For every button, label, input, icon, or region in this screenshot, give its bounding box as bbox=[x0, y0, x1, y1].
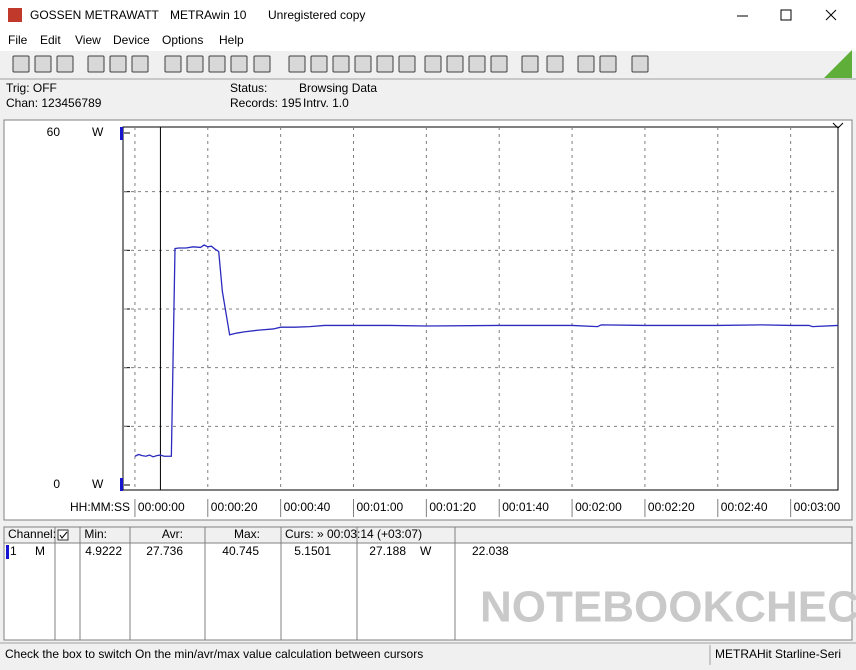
menu-item[interactable]: Edit bbox=[40, 33, 61, 47]
toolbar-button[interactable] bbox=[521, 55, 539, 73]
checkbox-check bbox=[59, 531, 68, 539]
watermark: NOTEBOOKCHECK bbox=[480, 583, 856, 632]
toolbar-button[interactable] bbox=[376, 55, 394, 73]
table-header: Curs: » 00:03:14 (+03:07) bbox=[285, 527, 422, 541]
x-tick-label: 00:02:00 bbox=[575, 500, 622, 514]
product-name: METRAwin 10 bbox=[170, 8, 247, 22]
toolbar-button[interactable] bbox=[546, 55, 564, 73]
chart: 0 60 W W HH:MM:SS 00:00:00 00:00:20 00:00:40 00:… bbox=[47, 125, 841, 517]
toolbar-button[interactable] bbox=[398, 55, 416, 73]
x-axis-label: HH:MM:SS bbox=[70, 500, 130, 514]
toolbar-button[interactable] bbox=[186, 55, 204, 73]
toolbar-button[interactable] bbox=[34, 55, 52, 73]
app-name: GOSSEN METRAWATT bbox=[30, 8, 160, 22]
toolbar-button[interactable] bbox=[12, 55, 30, 73]
close-button[interactable] bbox=[825, 9, 837, 21]
lower-marker bbox=[120, 478, 123, 491]
channels: Chan: 123456789 bbox=[6, 96, 102, 110]
plot-area bbox=[122, 126, 839, 491]
toolbar-button[interactable] bbox=[164, 55, 182, 73]
license: Unregistered copy bbox=[268, 8, 365, 22]
toolbar-button[interactable] bbox=[208, 55, 226, 73]
table-cell: 27.188 bbox=[369, 544, 406, 558]
x-tick-label: 00:02:20 bbox=[648, 500, 695, 514]
y-unit: W bbox=[92, 477, 104, 491]
menu-item[interactable]: Help bbox=[219, 33, 244, 47]
x-tick-label: 00:01:20 bbox=[429, 500, 476, 514]
top-right-marker bbox=[832, 122, 844, 129]
toolbar-button[interactable] bbox=[599, 55, 617, 73]
toolbar-button[interactable] bbox=[446, 55, 464, 73]
toolbar-button[interactable] bbox=[230, 55, 248, 73]
toolbar-button[interactable] bbox=[468, 55, 486, 73]
table-cell: W bbox=[420, 544, 432, 558]
x-tick-label: 00:02:40 bbox=[721, 500, 768, 514]
device-name: METRAHit Starline-Seri bbox=[715, 647, 841, 661]
table-header: Max: bbox=[234, 527, 260, 541]
menu-bar bbox=[0, 31, 856, 51]
x-tick-label: 00:00:00 bbox=[138, 500, 185, 514]
status-value: Browsing Data bbox=[299, 81, 377, 95]
table-cell: 5.1501 bbox=[294, 544, 331, 558]
toolbar-button[interactable] bbox=[354, 55, 372, 73]
interval: Intrv. 1.0 bbox=[303, 96, 349, 110]
toolbar-button[interactable] bbox=[109, 55, 127, 73]
menu-item[interactable]: Options bbox=[162, 33, 203, 47]
x-tick-label: 00:00:40 bbox=[284, 500, 331, 514]
y-tick-label: 60 bbox=[47, 125, 61, 139]
toolbar-button[interactable] bbox=[56, 55, 74, 73]
table-cell: 40.745 bbox=[222, 544, 259, 558]
table-cell: 27.736 bbox=[146, 544, 183, 558]
toolbar-button[interactable] bbox=[310, 55, 328, 73]
toolbar-button[interactable] bbox=[424, 55, 442, 73]
toolbar-button[interactable] bbox=[87, 55, 105, 73]
data-line bbox=[134, 244, 839, 458]
upper-marker bbox=[120, 127, 123, 140]
table-cell: 22.038 bbox=[472, 544, 509, 558]
toolbar-button[interactable] bbox=[490, 55, 508, 73]
maximize-button[interactable] bbox=[780, 9, 792, 21]
table-header-bg bbox=[3, 526, 853, 544]
title-bar bbox=[0, 0, 856, 31]
toolbar-button[interactable] bbox=[332, 55, 350, 73]
table-header: Channel: bbox=[8, 527, 56, 541]
trigger: Trig: OFF bbox=[6, 81, 57, 95]
row-highlight bbox=[6, 545, 9, 559]
x-tick-label: 00:01:00 bbox=[357, 500, 404, 514]
table-cell: M bbox=[35, 544, 45, 558]
y-unit: W bbox=[92, 125, 104, 139]
app-icon bbox=[8, 8, 22, 22]
status-triangle bbox=[824, 50, 852, 78]
toolbar-button[interactable] bbox=[253, 55, 271, 73]
menu-item[interactable]: Device bbox=[113, 33, 150, 47]
records: Records: 195 bbox=[230, 96, 302, 110]
x-tick-label: 00:03:00 bbox=[794, 500, 841, 514]
toolbar bbox=[12, 55, 649, 73]
x-tick-label: 00:01:40 bbox=[502, 500, 549, 514]
toolbar-button[interactable] bbox=[131, 55, 149, 73]
toolbar-button[interactable] bbox=[631, 55, 649, 73]
x-tick-label: 00:00:20 bbox=[211, 500, 258, 514]
status-label: Status: bbox=[230, 81, 267, 95]
stats-table bbox=[3, 526, 853, 641]
checkbox[interactable] bbox=[57, 529, 69, 541]
status-hint: Check the box to switch On the min/avr/m… bbox=[5, 647, 423, 661]
table-cell: 4.9222 bbox=[85, 544, 122, 558]
toolbar-button[interactable] bbox=[288, 55, 306, 73]
table-header: Min: bbox=[84, 527, 107, 541]
table-header: Avr: bbox=[162, 527, 183, 541]
menu-item[interactable]: File bbox=[8, 33, 28, 47]
table-cell: 1 bbox=[10, 544, 17, 558]
toolbar-button[interactable] bbox=[577, 55, 595, 73]
menu-item[interactable]: View bbox=[75, 33, 101, 47]
table-body: Channel: Min: Avr: Max: Curs: » 00:03:14 (+0… bbox=[3, 526, 853, 640]
y-tick-label: 0 bbox=[53, 477, 60, 491]
